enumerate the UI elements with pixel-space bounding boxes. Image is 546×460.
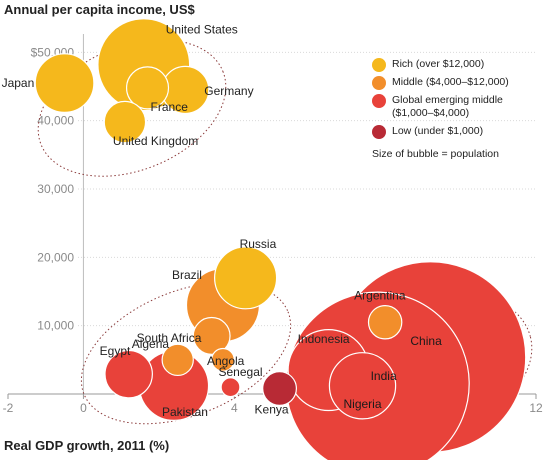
point-label: Indonesia bbox=[298, 332, 350, 346]
point-label: India bbox=[371, 369, 397, 383]
x-tick-label: 4 bbox=[231, 401, 238, 415]
bubble-argentina bbox=[367, 305, 403, 340]
legend-label-rich: Rich (over $12,000) bbox=[392, 58, 485, 70]
bubble-france bbox=[125, 66, 170, 110]
point-label: Algeria bbox=[132, 337, 170, 351]
legend-label-middle: Middle ($4,000–$12,000) bbox=[392, 76, 509, 88]
point-label: Angola bbox=[207, 354, 245, 368]
bubble-united-kingdom bbox=[103, 100, 147, 144]
bubble-nigeria bbox=[328, 352, 397, 420]
x-tick-label: -2 bbox=[3, 401, 14, 415]
bubble-japan bbox=[34, 53, 95, 113]
legend-swatch-emerging bbox=[372, 94, 386, 108]
legend-item-emerging: Global emerging middle ($1,000–$4,000) bbox=[372, 94, 542, 120]
bubble-south-africa bbox=[192, 316, 231, 355]
point-label: Germany bbox=[204, 84, 253, 98]
bubble-egypt bbox=[104, 349, 153, 399]
y-tick-label: 30,000 bbox=[37, 182, 74, 196]
legend-size-note: Size of bubble = population bbox=[372, 148, 499, 160]
legend-swatch-rich bbox=[372, 58, 386, 72]
legend: Rich (over $12,000) Middle ($4,000–$12,0… bbox=[372, 58, 542, 160]
bubble-algeria bbox=[161, 343, 194, 377]
legend-item-middle: Middle ($4,000–$12,000) bbox=[372, 76, 542, 90]
legend-label-emerging: Global emerging middle ($1,000–$4,000) bbox=[392, 94, 503, 119]
legend-label-low: Low (under $1,000) bbox=[392, 125, 484, 137]
point-label: France bbox=[151, 100, 189, 114]
point-label: China bbox=[410, 334, 442, 348]
point-label: Brazil bbox=[172, 268, 202, 282]
legend-swatch-low bbox=[372, 125, 386, 139]
bubble-senegal bbox=[220, 377, 241, 398]
x-axis-title: Real GDP growth, 2011 (%) bbox=[4, 438, 170, 453]
point-label: South Africa bbox=[137, 331, 202, 345]
group-outline bbox=[80, 281, 292, 425]
point-label: Pakistan bbox=[162, 405, 208, 419]
bubble-angola bbox=[211, 347, 235, 372]
point-label: Argentina bbox=[354, 288, 406, 302]
y-tick-label: 20,000 bbox=[37, 250, 74, 264]
y-tick-label: 40,000 bbox=[37, 114, 74, 128]
bubble-russia bbox=[214, 246, 278, 310]
point-label: United Kingdom bbox=[113, 134, 198, 148]
point-label: Egypt bbox=[100, 344, 131, 358]
legend-item-low: Low (under $1,000) bbox=[372, 125, 542, 139]
point-label: United States bbox=[166, 23, 238, 37]
point-label: Nigeria bbox=[344, 397, 382, 411]
bubble-kenya bbox=[262, 371, 297, 406]
x-tick-label: 12 bbox=[529, 401, 543, 415]
point-label: Russia bbox=[240, 237, 277, 251]
point-label: Kenya bbox=[255, 403, 289, 417]
x-tick-label: 0 bbox=[80, 401, 87, 415]
y-axis-title: Annual per capita income, US$ bbox=[4, 2, 195, 17]
point-label: Japan bbox=[2, 76, 35, 90]
y-tick-label: 10,000 bbox=[37, 319, 74, 333]
legend-swatch-middle bbox=[372, 76, 386, 90]
point-label: Senegal bbox=[219, 365, 263, 379]
legend-item-rich: Rich (over $12,000) bbox=[372, 58, 542, 72]
